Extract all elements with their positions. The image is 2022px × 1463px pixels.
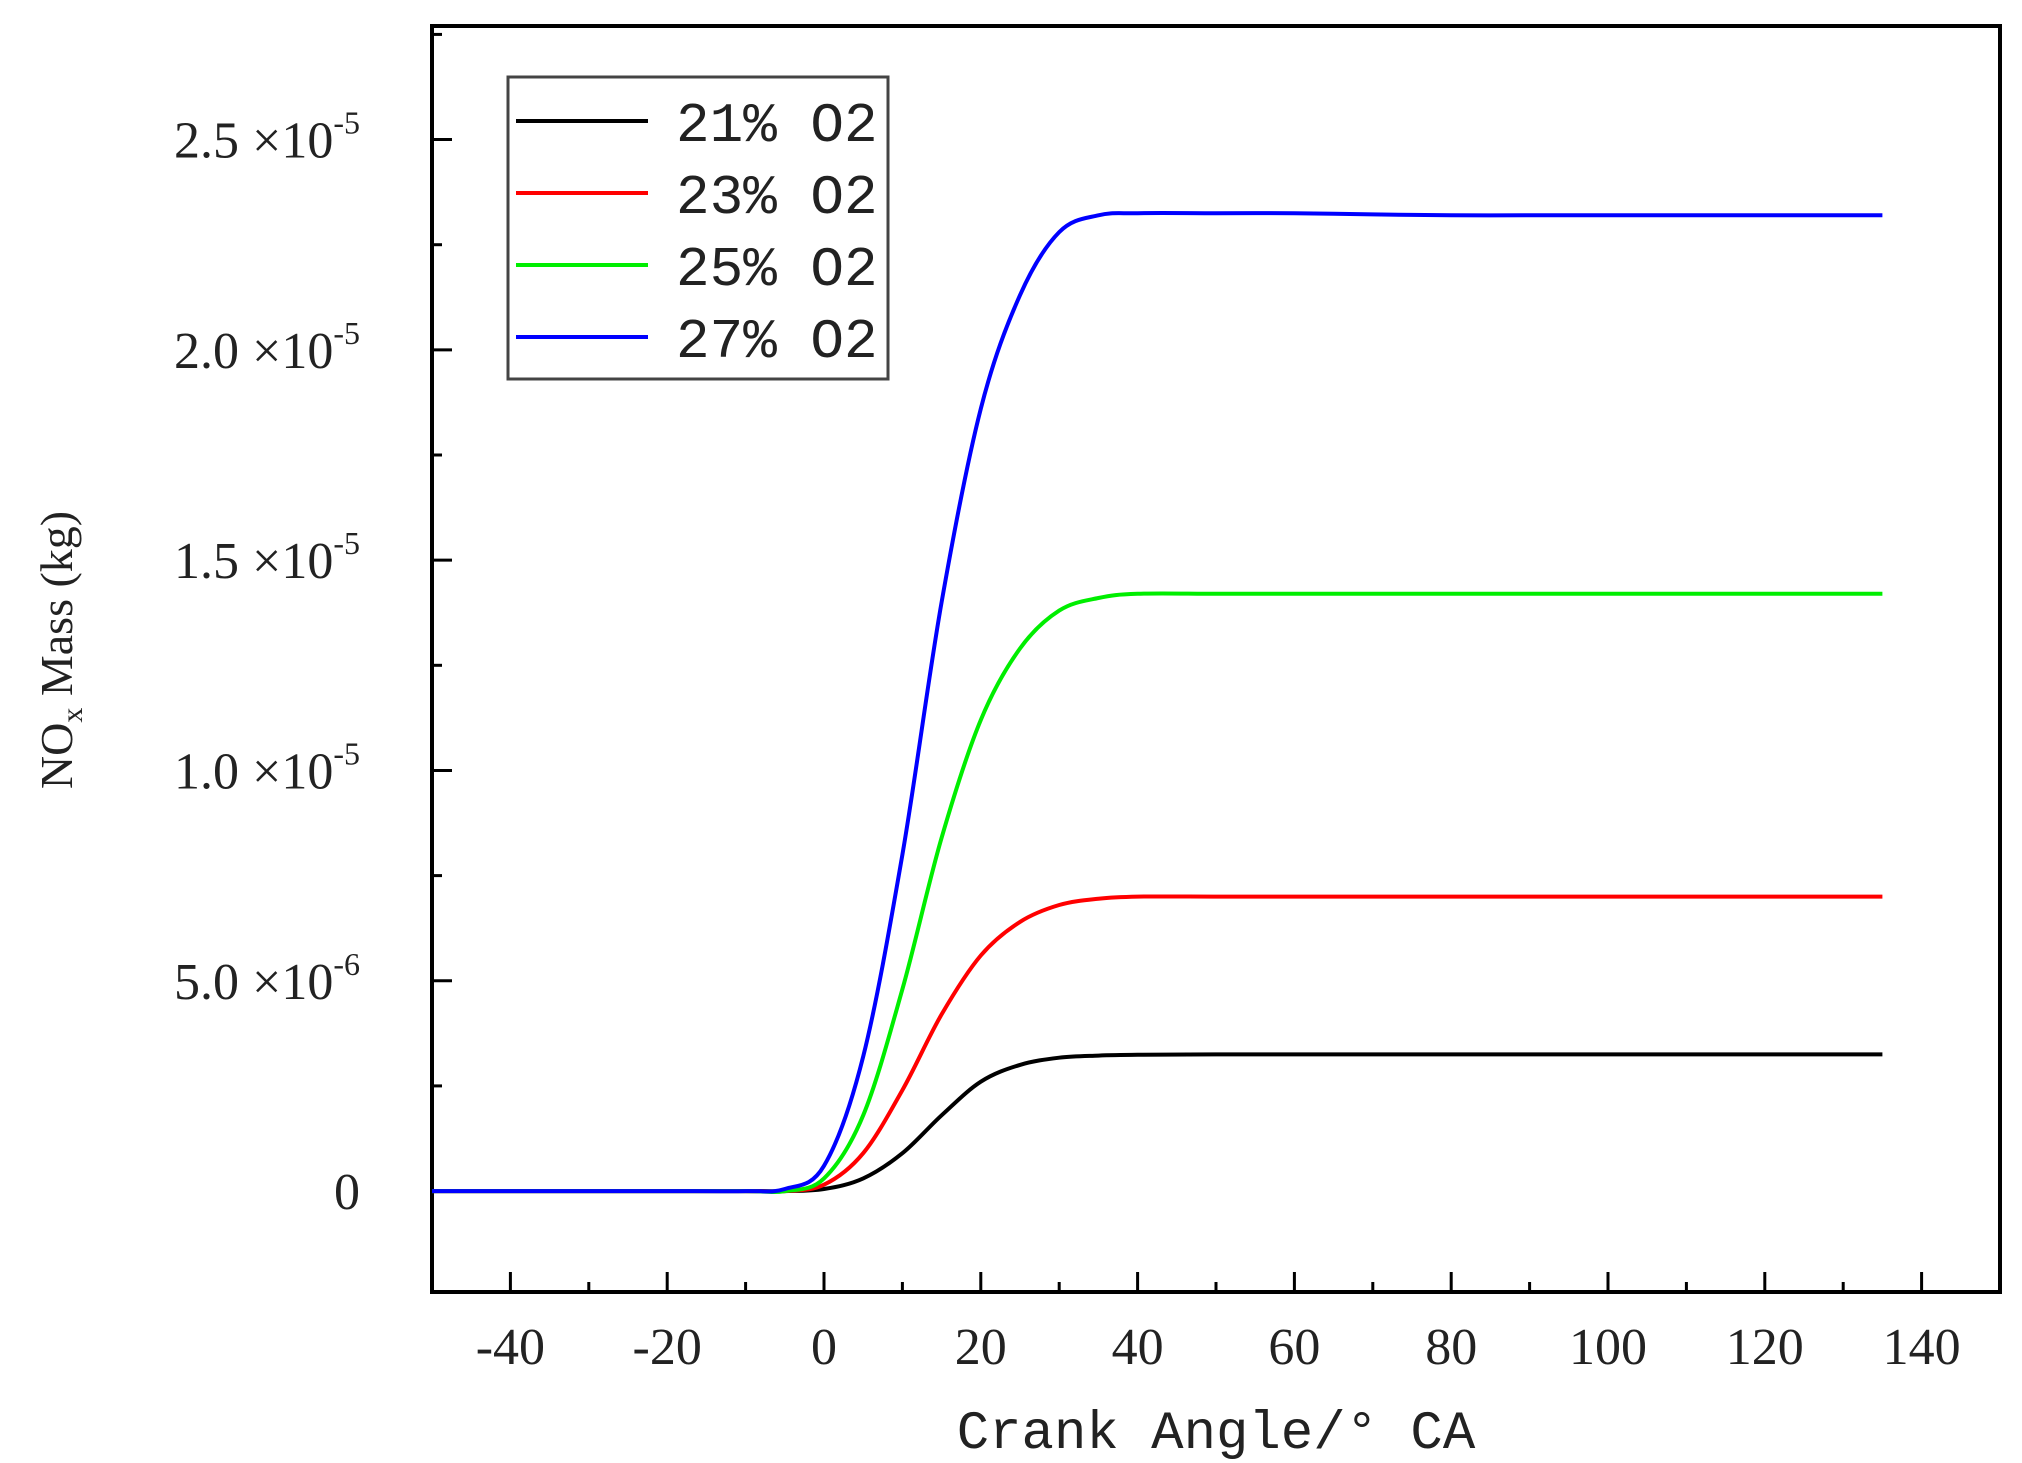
x-axis: -40 -20 0 20 40 60 80 100 120 140 <box>476 1272 1961 1376</box>
x-tick-label: 80 <box>1425 1319 1477 1376</box>
y-tick-label: 0 <box>334 1164 360 1221</box>
x-tick-label: 0 <box>811 1319 837 1376</box>
y-axis-title: NOx Mass (kg) <box>31 511 89 789</box>
series-line-23-o2 <box>432 894 1883 1194</box>
x-tick-label: 140 <box>1883 1319 1961 1376</box>
y-tick-exponent: -5 <box>333 735 360 771</box>
series-line-27-o2 <box>432 211 1883 1194</box>
y-tick-exponent: -6 <box>333 946 360 982</box>
legend-label: 23% O2 <box>676 166 878 230</box>
x-tick-label: 60 <box>1268 1319 1320 1376</box>
legend-label: 21% O2 <box>676 94 878 158</box>
y-tick-exponent: -5 <box>333 105 360 141</box>
x-tick-label: 20 <box>955 1319 1007 1376</box>
y-tick-label: 1.5 ×10-5 <box>174 525 360 590</box>
legend: 21% O2 23% O2 25% O2 27% O2 <box>506 75 890 381</box>
y-tick-label: 2.0 ×10-5 <box>174 315 360 380</box>
y-tick-label: 2.5 ×10-5 <box>174 105 360 170</box>
legend-label: 27% O2 <box>676 310 878 374</box>
legend-box <box>506 75 890 381</box>
legend-label: 25% O2 <box>676 238 878 302</box>
x-tick-label: -40 <box>476 1319 545 1376</box>
x-tick-label: 40 <box>1112 1319 1164 1376</box>
series-lines <box>432 211 1883 1195</box>
y-tick-label: 1.0 ×10-5 <box>174 735 360 800</box>
y-tick-exponent: -5 <box>333 315 360 351</box>
series-line-25-o2 <box>432 591 1883 1195</box>
y-tick-label: 5.0 ×10-6 <box>174 946 360 1011</box>
x-tick-label: 120 <box>1726 1319 1804 1376</box>
x-tick-label: 100 <box>1569 1319 1647 1376</box>
x-axis-title: Crank Angle/° CA <box>957 1404 1476 1463</box>
y-axis: 0 5.0 ×10-6 1.0 ×10-5 1.5 ×10-5 2.0 ×10-5 2.5… <box>174 32 452 1221</box>
y-axis-title-rest: Mass (kg) <box>31 511 82 708</box>
series-line-21-o2 <box>432 1052 1883 1194</box>
y-axis-title-subscript: x <box>56 708 89 723</box>
x-tick-label: -20 <box>633 1319 702 1376</box>
y-tick-exponent: -5 <box>333 525 360 561</box>
